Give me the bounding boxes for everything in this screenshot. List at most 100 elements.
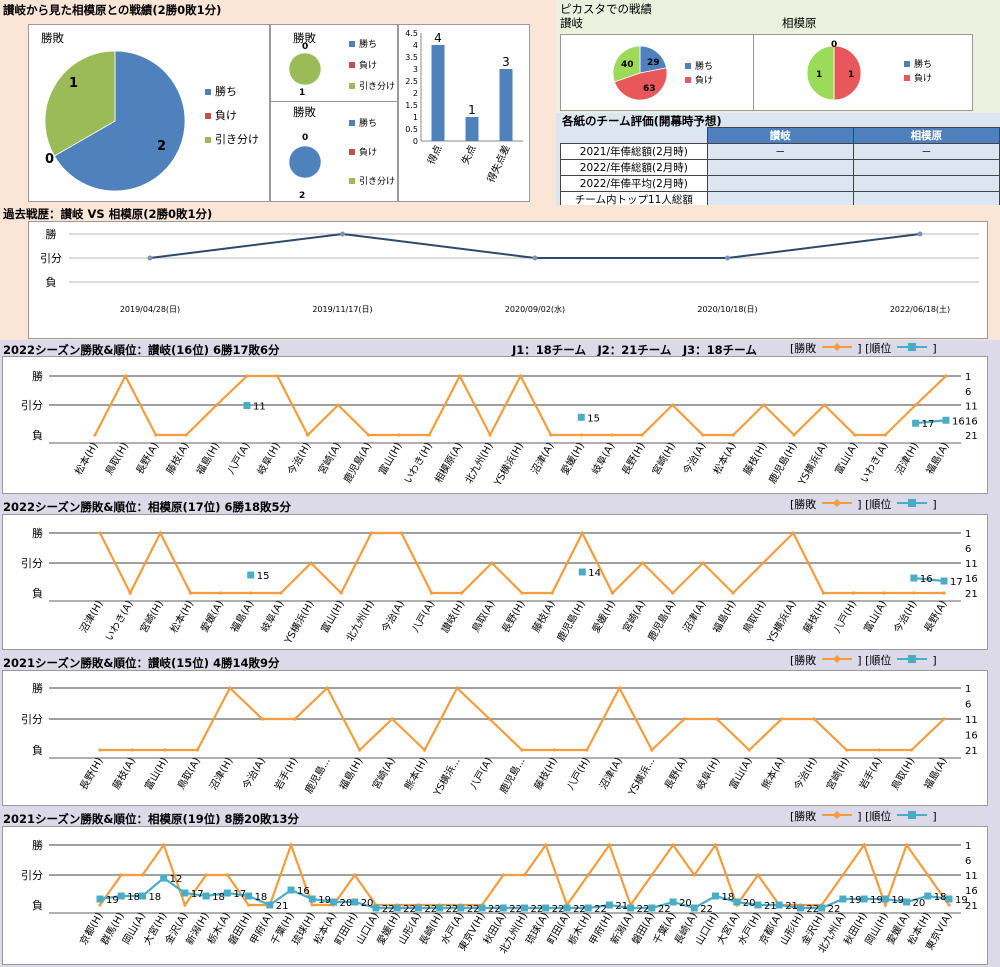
- result-point: [119, 873, 123, 877]
- bar-value-label: 3: [502, 55, 510, 69]
- y-tick-label: 2.5: [405, 77, 418, 86]
- result-point: [610, 591, 615, 595]
- legend-label: 負け: [215, 109, 237, 122]
- result-point: [761, 561, 765, 565]
- x-tick-label: 熊本(H): [401, 755, 430, 792]
- x-tick-label: YS横浜(A): [795, 440, 830, 488]
- y-label: 引分: [21, 556, 43, 570]
- cell-value: [852, 159, 1000, 176]
- x-tick-label: 鳥取(H): [740, 598, 769, 635]
- result-point: [158, 531, 162, 535]
- legend-result-marker: [821, 499, 852, 507]
- result-point: [423, 748, 427, 752]
- x-tick-label: YS横浜(A): [764, 598, 799, 646]
- rank-value-label: 18: [934, 892, 947, 903]
- x-tick-label: 松本(H): [167, 598, 196, 635]
- rank-value-label: 22: [573, 904, 586, 915]
- x-tick-label: 岐阜(H): [693, 755, 722, 792]
- x-tick-label: 沼津(A): [680, 598, 709, 635]
- x-tick-label: 沼津(A): [528, 440, 557, 477]
- rank-value-label: 22: [509, 904, 522, 915]
- x-tick-label: 今治(H): [284, 440, 313, 477]
- past-record-chart: 勝引分負 2019/04/28(日) 2019/11/17(日) 2020/09/02…: [28, 221, 988, 339]
- y-tick-label: 0: [413, 137, 418, 146]
- result-point: [195, 748, 199, 752]
- x-tick-label: 今治(H): [791, 755, 820, 792]
- rank-tick-label: 1: [965, 529, 971, 540]
- result-point: [397, 433, 401, 437]
- rank-value-label: 15: [257, 571, 270, 582]
- legend-rank-marker: [896, 499, 927, 507]
- result-point: [944, 374, 948, 378]
- x-tick-label: 宮崎(A): [620, 598, 649, 635]
- rank-point: [117, 892, 125, 900]
- past-record-title: 過去戦歴：讃岐 VS 相模原(2勝0敗1分): [3, 207, 213, 221]
- rank-point: [351, 898, 359, 906]
- x-tick-label: 岐阜(H): [254, 440, 283, 477]
- result-point: [914, 403, 918, 407]
- legend-label: 負け: [359, 146, 377, 158]
- x-tick-label: 今治(H): [891, 598, 920, 635]
- data-label: 2: [299, 191, 305, 201]
- rank-point: [605, 901, 613, 909]
- rank-value-label: 17: [950, 577, 963, 588]
- result-point: [214, 403, 219, 407]
- x-tick-label: 福島(A): [921, 755, 950, 792]
- y-tick-label: 1.5: [405, 101, 418, 110]
- rank-value-label: 18: [148, 892, 161, 903]
- mini-pie-chart-2: 勝敗 勝ち 負け 引き分け 0 2: [270, 101, 398, 202]
- result-point: [460, 591, 464, 595]
- legend-rank-marker: [896, 343, 927, 351]
- legend-rank-label: ] [順位: [857, 810, 892, 823]
- season-title: 2022シーズン勝敗&順位：讃岐(16位) 6勝17敗6分: [3, 343, 280, 357]
- x-tick-label: 宮崎(A): [369, 755, 398, 792]
- season-legend: [勝敗 ] [順位 ]: [790, 496, 937, 512]
- legend-label: 引き分け: [359, 176, 395, 187]
- head-to-head-panel: 讃岐から見た相模原との戦績(2勝0敗1分) 勝敗 勝ち 負け 引き分け 2 0 1 勝敗 …: [0, 0, 556, 205]
- legend-result-marker: [821, 655, 852, 663]
- y-label: 勝: [32, 838, 43, 852]
- result-point: [912, 591, 916, 595]
- result-point: [550, 591, 554, 595]
- rank-tick-label: 11: [965, 715, 978, 726]
- result-point: [154, 433, 158, 437]
- rank-value-label: 20: [743, 898, 756, 909]
- season-chart-box: 勝引分負 1 6 11 16 21 19 18 18 12 17 18 17 18 21 16 19 20 20 22…: [2, 826, 988, 965]
- result-point: [123, 374, 127, 378]
- result-point: [310, 903, 314, 907]
- bar: [465, 117, 479, 141]
- x-tick-label: 岩手(H): [271, 755, 300, 792]
- result-point: [552, 748, 557, 752]
- rank-point: [329, 898, 337, 906]
- result-point: [812, 717, 816, 721]
- result-point: [942, 717, 946, 721]
- legend-rank-label: ] [順位: [857, 498, 892, 511]
- result-point: [184, 433, 188, 437]
- legend-result-marker: [821, 811, 852, 819]
- rank-value-label: 18: [127, 892, 140, 903]
- result-point: [579, 433, 583, 437]
- past-result-point: [917, 231, 923, 237]
- evaluation-title: 各紙のチーム評価(開幕時予想): [562, 114, 722, 128]
- past-result-point: [147, 255, 153, 261]
- rank-point: [924, 892, 932, 900]
- legend-result-label: [勝敗: [790, 654, 817, 667]
- date-label: 2019/04/28(日): [120, 305, 180, 314]
- result-point: [882, 591, 886, 595]
- x-tick-label: 熊本(A): [759, 755, 788, 792]
- rank-value-label: 21: [615, 901, 628, 912]
- x-tick-label: 長野(H): [620, 440, 648, 477]
- result-point: [585, 748, 589, 752]
- rank-value-label: 19: [318, 895, 331, 906]
- result-point: [610, 433, 614, 437]
- x-tick-label: 鳥取(H): [888, 755, 917, 792]
- x-tick-label: 八戸(A): [467, 755, 495, 791]
- data-label: 1: [816, 70, 822, 80]
- rank-point: [712, 892, 720, 900]
- x-tick-label: 鹿児島(H): [554, 598, 588, 644]
- x-tick-label: 北九州(H): [344, 598, 377, 643]
- legend-swatch: [349, 149, 355, 155]
- table-header-row: 讃岐 相模原: [561, 127, 1000, 144]
